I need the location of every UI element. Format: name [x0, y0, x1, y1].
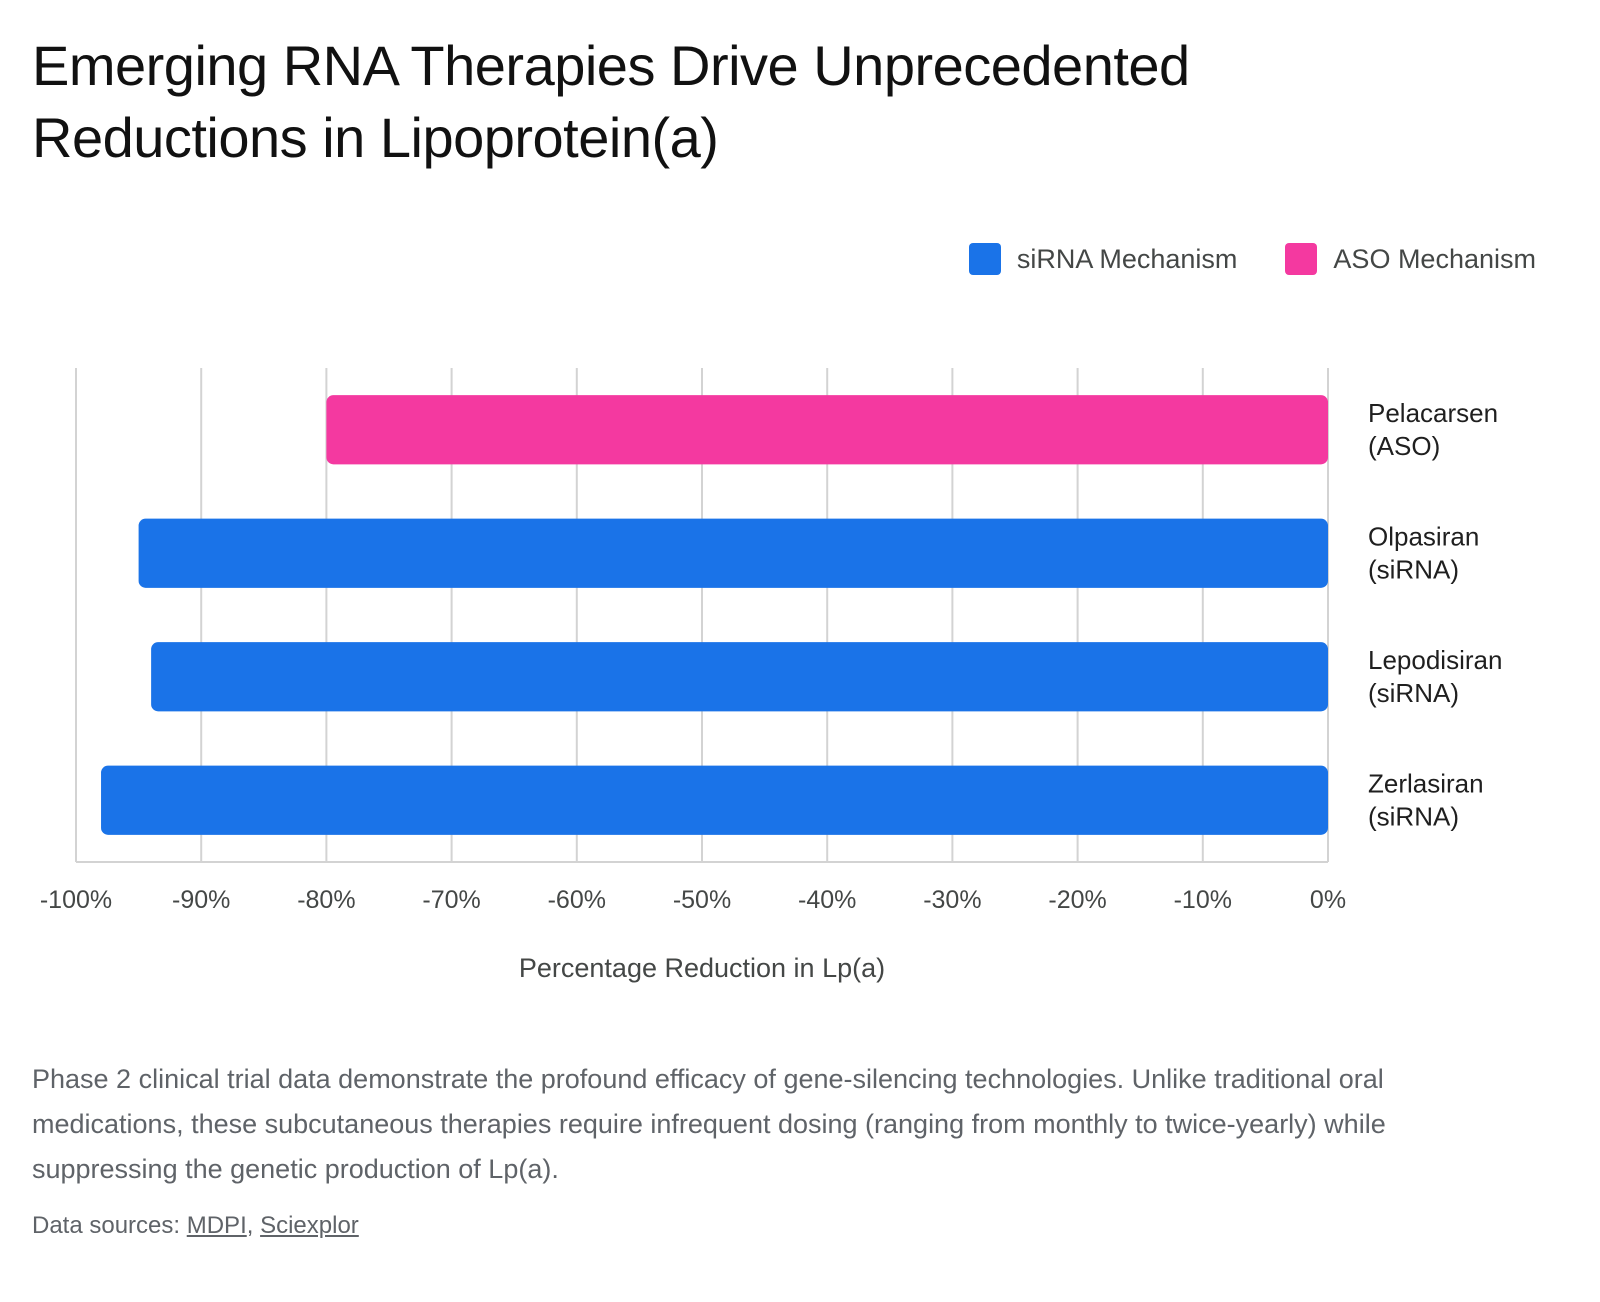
x-tick-label: -90%: [172, 886, 230, 914]
legend-swatch-sirna: [968, 243, 1001, 275]
x-tick-label: -40%: [798, 886, 856, 914]
x-tick-label: 0%: [1310, 886, 1346, 914]
x-axis-title: Percentage Reduction in Lp(a): [519, 953, 885, 983]
legend-label-sirna: siRNA Mechanism: [1016, 243, 1238, 274]
x-tick-label: -20%: [1048, 886, 1106, 914]
legend-item-aso[interactable]: ASO Mechanism: [1285, 243, 1536, 275]
source-link-mdpi[interactable]: MDPI: [186, 1212, 247, 1239]
source-link-sciexplor[interactable]: Sciexplor: [260, 1212, 359, 1239]
sources-separator: ,: [246, 1212, 261, 1239]
bar[interactable]: [101, 765, 1328, 835]
x-axis: -100% -90% -80% -70% -60% -50% -40% -30% -20% -10…: [40, 861, 1346, 914]
bar-chart: -100% -90% -80% -70% -60% -50% -40% -30% -20% -10…: [40, 368, 1502, 983]
y-category-label: Zerlasiran (siRNA): [1368, 768, 1484, 831]
x-tick-label: -100%: [40, 886, 112, 914]
bar[interactable]: [151, 642, 1328, 712]
bars: [101, 395, 1329, 835]
category-labels: Pelacarsen (ASO) Olpasiran (siRNA) Lepodisir…: [1368, 398, 1502, 832]
x-tick-label: -80%: [297, 886, 355, 914]
bar[interactable]: [326, 395, 1328, 465]
x-tick-label: -60%: [548, 886, 606, 914]
legend-swatch-aso: [1285, 243, 1318, 275]
sources-prefix: Data sources:: [32, 1212, 187, 1239]
bar[interactable]: [138, 518, 1329, 588]
x-tick-label: -10%: [1174, 886, 1232, 914]
chart-caption: Phase 2 clinical trial data demonstrate …: [32, 1064, 1386, 1184]
y-category-label: Lepodisiran (siRNA): [1368, 645, 1502, 708]
x-tick-label: -70%: [422, 886, 480, 914]
x-tick-label: -50%: [673, 886, 731, 914]
legend-label-aso: ASO Mechanism: [1333, 243, 1536, 274]
legend-item-sirna[interactable]: siRNA Mechanism: [968, 243, 1238, 275]
chart-title: Emerging RNA Therapies Drive Unprecedent…: [32, 34, 1190, 169]
chart-legend: siRNA Mechanism ASO Mechanism: [968, 243, 1536, 275]
x-tick-label: -30%: [923, 886, 981, 914]
data-sources: Data sources: MDPI, Sciexplor: [32, 1212, 359, 1240]
y-category-label: Olpasiran (siRNA): [1368, 521, 1479, 584]
y-category-label: Pelacarsen (ASO): [1368, 398, 1498, 461]
